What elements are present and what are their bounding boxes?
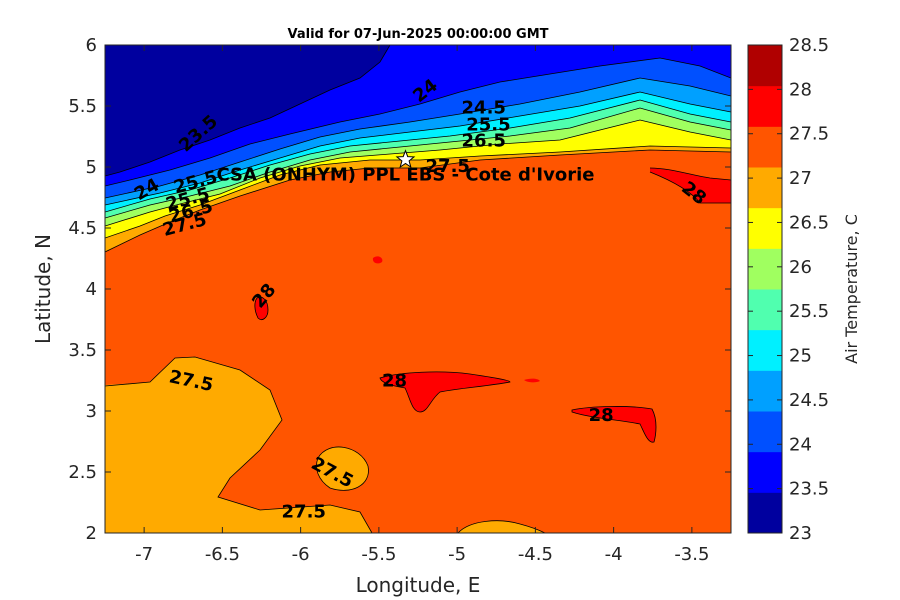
y-tick-label: 2 bbox=[86, 523, 97, 544]
colorbar-swatch bbox=[748, 492, 782, 534]
colorbar-tick-label: 23 bbox=[789, 523, 812, 544]
contour-line bbox=[649, 167, 731, 204]
hot-spot-28 bbox=[254, 297, 268, 320]
colorbar-swatch bbox=[748, 451, 782, 493]
colorbar-label: Air Temperature, C bbox=[842, 214, 861, 364]
x-tick-label: -3.5 bbox=[674, 544, 709, 565]
hot-spot-28 bbox=[380, 371, 510, 412]
y-tick-label: 2.5 bbox=[68, 462, 97, 483]
colorbar-tick-label: 28.5 bbox=[789, 35, 829, 56]
x-tick-label: -6.5 bbox=[205, 544, 240, 565]
contour-line bbox=[105, 149, 731, 253]
colorbar-swatch bbox=[748, 45, 782, 87]
y-axis-ticks: 2 2.5 3 3.5 4 4.5 5 5.5 6 bbox=[68, 35, 731, 544]
y-axis-label: Latitude, N bbox=[31, 234, 55, 344]
y-tick-label: 3.5 bbox=[68, 340, 97, 361]
contour-label: 28 bbox=[589, 405, 614, 426]
chart-title: Valid for 07-Jun-2025 00:00:00 GMT bbox=[288, 27, 549, 42]
colorbar-swatch bbox=[748, 411, 782, 453]
colorbar-swatch bbox=[748, 126, 782, 168]
x-tick-label: -6 bbox=[292, 544, 310, 565]
colorbar-swatch bbox=[748, 207, 782, 249]
colorbar-tick-label: 23.5 bbox=[789, 479, 829, 500]
x-tick-label: -4.5 bbox=[518, 544, 553, 565]
contour-line bbox=[316, 446, 369, 491]
contour-line bbox=[105, 356, 373, 533]
colorbar-swatch bbox=[748, 370, 782, 412]
x-tick-label: -4 bbox=[605, 544, 623, 565]
contour-line bbox=[105, 107, 731, 219]
colorbar-swatch bbox=[748, 167, 782, 209]
colorbar-tick-label: 28 bbox=[789, 79, 812, 100]
band-23-23.5 bbox=[105, 45, 390, 176]
contour-line bbox=[105, 57, 731, 187]
contour-line bbox=[105, 45, 391, 177]
site-star-icon[interactable] bbox=[395, 149, 416, 169]
site-marker-group: CSA (ONHYM) PPL EBS - Cote d'Ivorie bbox=[216, 149, 594, 186]
contour-line bbox=[457, 520, 546, 533]
contour-label: 25.5 bbox=[466, 115, 510, 136]
hot-spot-28 bbox=[572, 406, 656, 443]
hot-spot-28 bbox=[524, 378, 540, 383]
contour-line bbox=[105, 91, 731, 206]
band-27-27.5-blob bbox=[316, 446, 369, 491]
contour-line bbox=[379, 371, 511, 413]
contour-label: 26.5 bbox=[462, 130, 506, 151]
site-label: CSA (ONHYM) PPL EBS - Cote d'Ivorie bbox=[216, 165, 594, 186]
colorbar-tick-label: 27.5 bbox=[789, 124, 829, 145]
colorbar-swatch bbox=[748, 329, 782, 371]
contour-lines bbox=[105, 45, 731, 533]
colorbar-tick-label: 27 bbox=[789, 168, 812, 189]
y-tick-label: 6 bbox=[86, 35, 97, 56]
colorbar-tick-label: 25 bbox=[789, 346, 812, 367]
colorbar-tick-label: 25.5 bbox=[789, 301, 829, 322]
y-tick-label: 5 bbox=[86, 157, 97, 178]
y-tick-label: 4.5 bbox=[68, 218, 97, 239]
y-tick-label: 4 bbox=[86, 279, 97, 300]
contour-label: 27.5 bbox=[282, 501, 326, 522]
x-tick-label: -5 bbox=[448, 544, 466, 565]
colorbar-swatch bbox=[748, 289, 782, 331]
band-27-27.5-southwest bbox=[105, 357, 372, 533]
colorbar: 23 23.5 24 24.5 25 25.5 26 26.5 27 27.5 28 28.5 bbox=[747, 35, 829, 544]
contour-line bbox=[105, 145, 731, 239]
colorbar-tick-label: 24.5 bbox=[789, 390, 829, 411]
hot-spot-28 bbox=[650, 168, 731, 203]
colorbar-tick-label: 26.5 bbox=[789, 212, 829, 233]
contour-line bbox=[254, 296, 269, 320]
hot-spot-28 bbox=[372, 256, 383, 264]
contour-line bbox=[105, 77, 731, 199]
contour-line bbox=[105, 119, 731, 227]
contour-label: 24.5 bbox=[462, 97, 506, 118]
y-tick-label: 5.5 bbox=[68, 96, 97, 117]
contour-line bbox=[571, 406, 657, 443]
contour-label: 28 bbox=[382, 371, 407, 392]
colorbar-tick-label: 26 bbox=[789, 257, 812, 278]
colorbar-frame bbox=[747, 44, 783, 534]
contour-line bbox=[105, 99, 731, 213]
colorbar-tick-label: 24 bbox=[789, 434, 812, 455]
x-axis-ticks: -7 -6.5 -6 -5.5 -5 -4.5 -4 -3.5 bbox=[135, 45, 709, 565]
x-tick-label: -5.5 bbox=[361, 544, 396, 565]
x-axis-label: Longitude, E bbox=[356, 573, 481, 597]
x-tick-label: -7 bbox=[135, 544, 153, 565]
contour-label: 27.5 bbox=[426, 156, 470, 177]
band-27-27.5-blob bbox=[458, 520, 545, 533]
colorbar-swatch bbox=[748, 248, 782, 290]
colorbar-swatch bbox=[748, 85, 782, 127]
y-tick-label: 3 bbox=[86, 401, 97, 422]
